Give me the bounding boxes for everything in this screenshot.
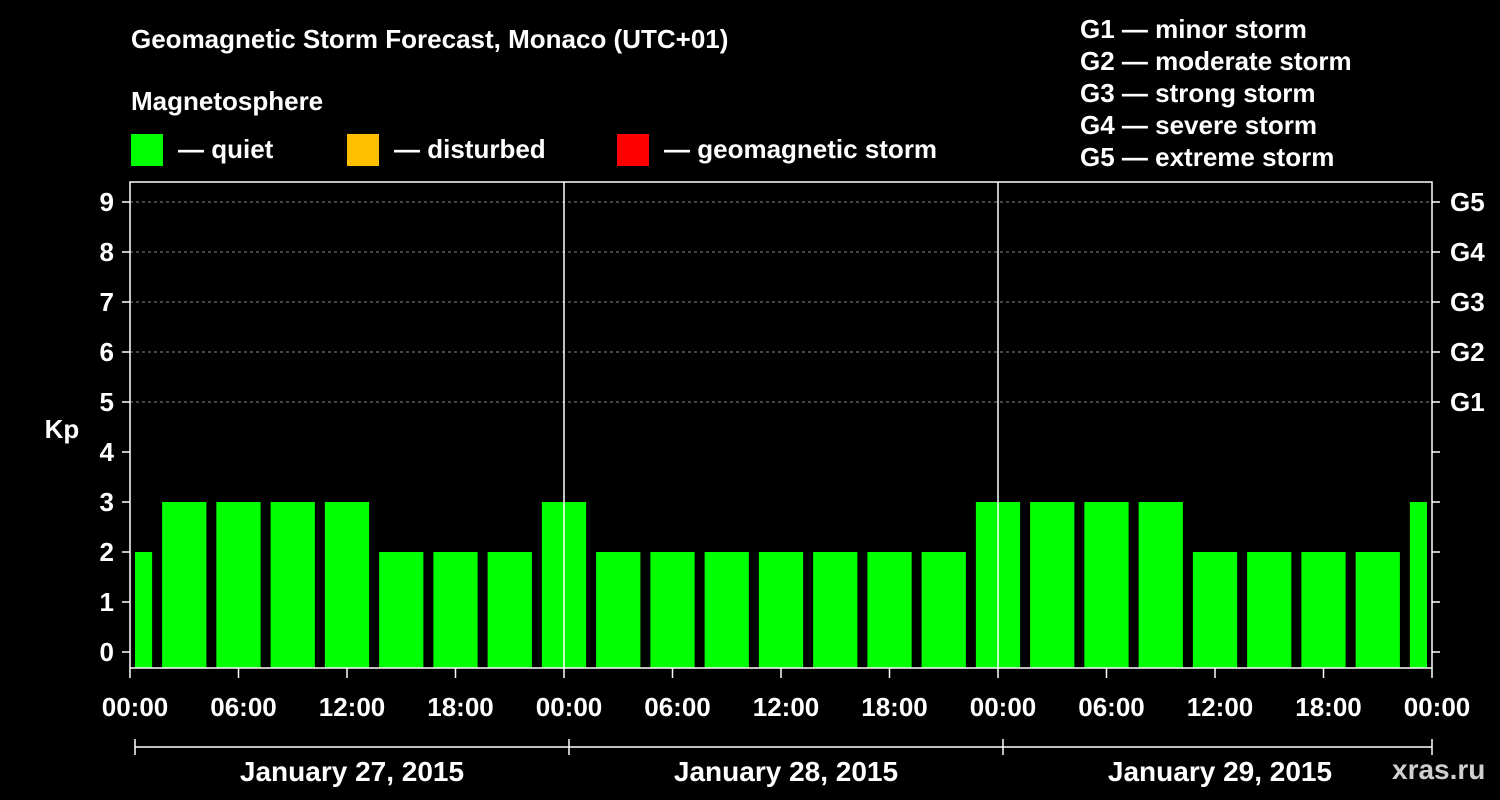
kp-bar [596, 552, 641, 668]
y-tick-label: 7 [100, 287, 114, 317]
legend-label-quiet: — quiet [178, 134, 274, 164]
y-tick-label: 6 [100, 337, 114, 367]
y-tick-label: 3 [100, 487, 114, 517]
kp-bar [433, 552, 478, 668]
y-tick-label: 2 [100, 537, 114, 567]
y-tick-label: 4 [100, 437, 115, 467]
legend-swatch-disturbed [347, 134, 379, 166]
x-tick-label: 00:00 [536, 692, 603, 722]
x-tick-label: 00:00 [102, 692, 169, 722]
kp-bar [1084, 502, 1129, 668]
y-tick-label: 1 [100, 587, 114, 617]
storm-level-g4: G4 — severe storm [1080, 110, 1318, 140]
g-tick-label: G4 [1450, 237, 1485, 267]
day-label: January 28, 2015 [674, 756, 898, 787]
x-tick-label: 18:00 [427, 692, 494, 722]
x-tick-label: 06:00 [210, 692, 277, 722]
kp-bar [758, 552, 804, 668]
kp-bar [704, 552, 749, 668]
kp-bar [650, 552, 695, 668]
kp-bar [867, 552, 912, 668]
x-tick-label: 18:00 [861, 692, 928, 722]
y-tick-label: 8 [100, 237, 114, 267]
watermark: xras.ru [1392, 754, 1486, 785]
kp-bar [921, 552, 966, 668]
kp-bar [162, 502, 207, 668]
g-tick-label: G1 [1450, 387, 1485, 417]
x-tick-label: 12:00 [1187, 692, 1254, 722]
kp-bar [1030, 502, 1075, 668]
day-label: January 29, 2015 [1108, 756, 1332, 787]
kp-bar [216, 502, 261, 668]
x-tick-label: 18:00 [1295, 692, 1362, 722]
legend-label-storm: — geomagnetic storm [664, 134, 938, 164]
g-tick-label: G3 [1450, 287, 1485, 317]
kp-bar [813, 552, 858, 668]
legend-swatch-quiet [131, 134, 163, 166]
x-tick-label: 12:00 [753, 692, 820, 722]
y-tick-label: 0 [100, 637, 114, 667]
y-tick-label: 5 [100, 387, 114, 417]
kp-bar [1192, 552, 1238, 668]
legend-swatch-storm [617, 134, 649, 166]
x-tick-label: 06:00 [644, 692, 711, 722]
storm-level-g1: G1 — minor storm [1080, 14, 1307, 44]
chart-title: Geomagnetic Storm Forecast, Monaco (UTC+… [131, 24, 729, 54]
kp-bar [487, 552, 532, 668]
kp-bar [1247, 552, 1292, 668]
y-axis-label: Kp [45, 414, 80, 444]
g-tick-label: G2 [1450, 337, 1485, 367]
kp-bar [270, 502, 315, 668]
storm-level-g2: G2 — moderate storm [1080, 46, 1352, 76]
kp-bar [1301, 552, 1346, 668]
kp-bar [1409, 502, 1427, 668]
chart-subtitle: Magnetosphere [131, 86, 324, 116]
y-tick-label: 9 [100, 187, 114, 217]
storm-level-g3: G3 — strong storm [1080, 78, 1316, 108]
kp-bar [324, 502, 370, 668]
x-tick-label: 00:00 [970, 692, 1037, 722]
kp-bar [1355, 552, 1400, 668]
kp-bar [135, 552, 153, 668]
x-tick-label: 06:00 [1078, 692, 1145, 722]
day-label: January 27, 2015 [240, 756, 464, 787]
kp-bar [379, 552, 424, 668]
x-tick-label: 00:00 [1404, 692, 1471, 722]
g-tick-label: G5 [1450, 187, 1485, 217]
x-tick-label: 12:00 [319, 692, 386, 722]
kp-bar [1138, 502, 1183, 668]
storm-level-g5: G5 — extreme storm [1080, 142, 1335, 172]
legend-label-disturbed: — disturbed [394, 134, 546, 164]
